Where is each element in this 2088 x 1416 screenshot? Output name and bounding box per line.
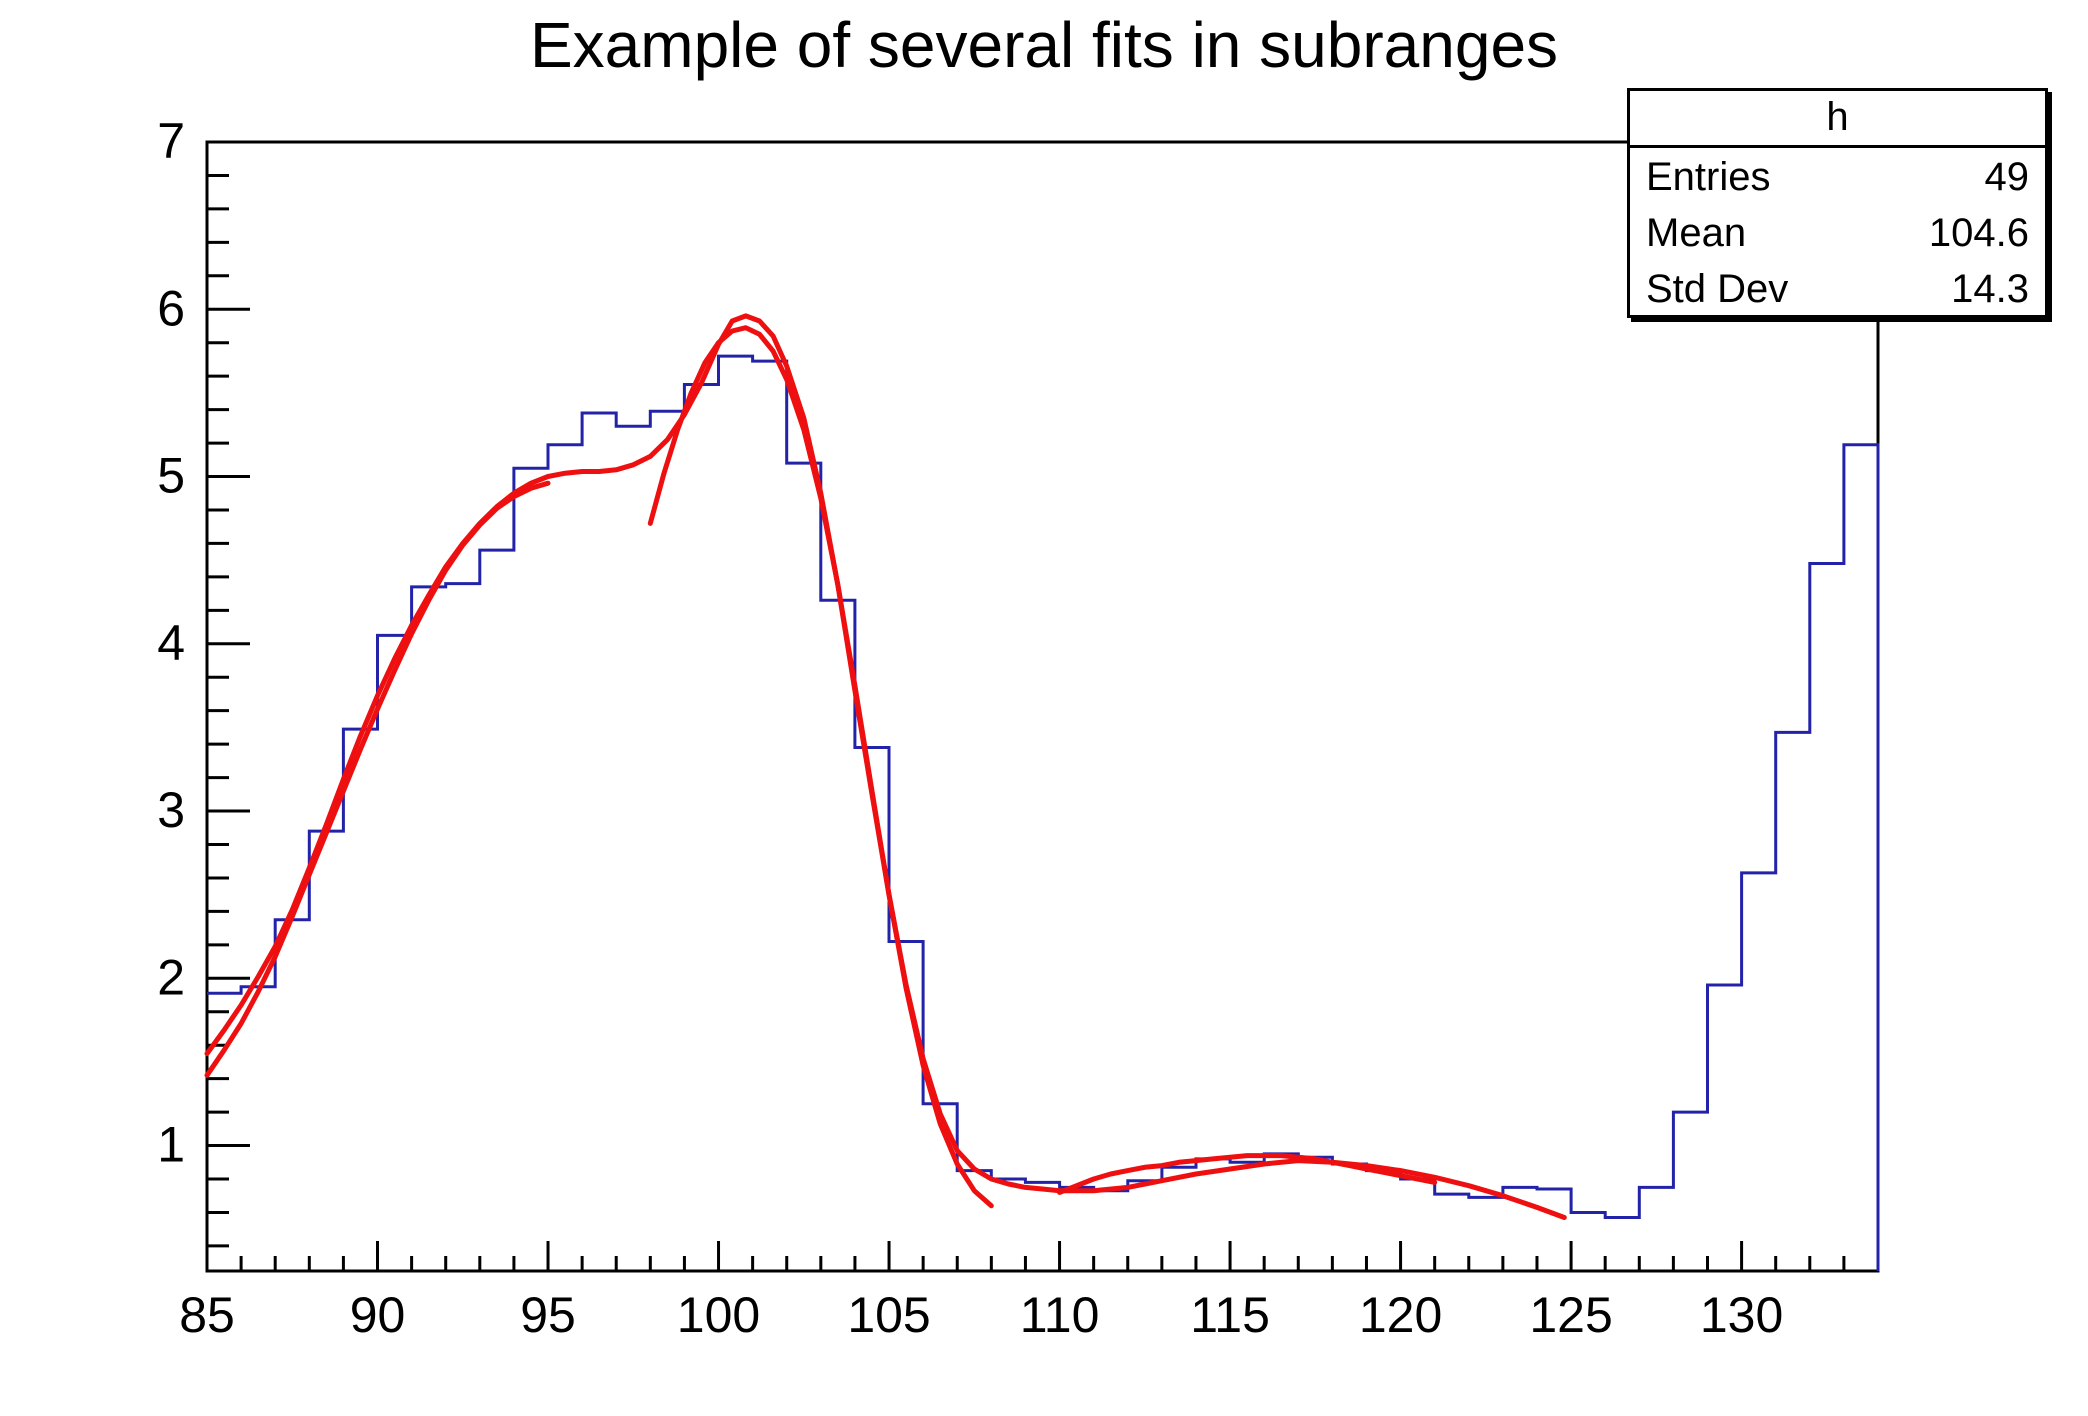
- fit-total-85-125-curve: [204, 313, 1567, 1220]
- y-axis-tick-label: 1: [157, 1117, 185, 1173]
- y-axis-tick-label: 2: [157, 949, 185, 1005]
- y-axis-tick-label: 7: [157, 113, 185, 169]
- x-axis-tick-label: 90: [350, 1287, 406, 1343]
- stats-value-mean: 104.6: [1928, 211, 2029, 255]
- stats-box-histogram-name: h: [1630, 91, 2045, 148]
- y-axis-tick-label: 5: [157, 448, 185, 504]
- stats-row-entries: Entries 49: [1630, 148, 2045, 204]
- y-axis-tick-label: 6: [157, 280, 185, 336]
- histogram-h-step-line: [207, 354, 1880, 1271]
- stats-row-mean: Mean 104.6: [1630, 204, 2045, 260]
- stats-value-stddev: 14.3: [1951, 267, 2029, 311]
- stats-box: h Entries 49 Mean 104.6 Std Dev 14.3: [1627, 88, 2048, 318]
- stats-row-stddev: Std Dev 14.3: [1630, 260, 2045, 316]
- x-axis-tick-label: 125: [1529, 1287, 1612, 1343]
- x-axis-tick-label: 110: [1020, 1287, 1100, 1343]
- stats-label-entries: Entries: [1646, 155, 1771, 199]
- stats-value-entries: 49: [1984, 155, 2030, 199]
- axes: [205, 140, 1846, 1271]
- y-axis-tick-label: 4: [157, 615, 185, 671]
- x-axis-tick-label: 95: [520, 1287, 576, 1343]
- fit-g1-subrange-85-95-curve: [204, 480, 551, 1078]
- x-axis-tick-label: 85: [179, 1287, 235, 1343]
- fit-g3-subrange-110-121-curve: [1057, 1153, 1438, 1195]
- fit-g2-subrange-98-108-curve: [647, 325, 994, 1209]
- plot-title: Example of several fits in subranges: [529, 9, 1559, 81]
- stats-label-mean: Mean: [1646, 211, 1747, 255]
- y-axis-tick-label: 3: [157, 782, 185, 838]
- x-axis-tick-label: 100: [677, 1287, 760, 1343]
- x-axis-tick-label: 115: [1190, 1287, 1270, 1343]
- stats-label-stddev: Std Dev: [1646, 267, 1789, 311]
- axis-labels: 85 90 95 100 105 110 115 120 125 130 1 2 3 4 5 6 7: [157, 113, 1783, 1343]
- x-axis-tick-label: 105: [847, 1287, 930, 1343]
- x-axis-tick-label: 130: [1700, 1287, 1783, 1343]
- x-axis-tick-label: 120: [1359, 1287, 1442, 1343]
